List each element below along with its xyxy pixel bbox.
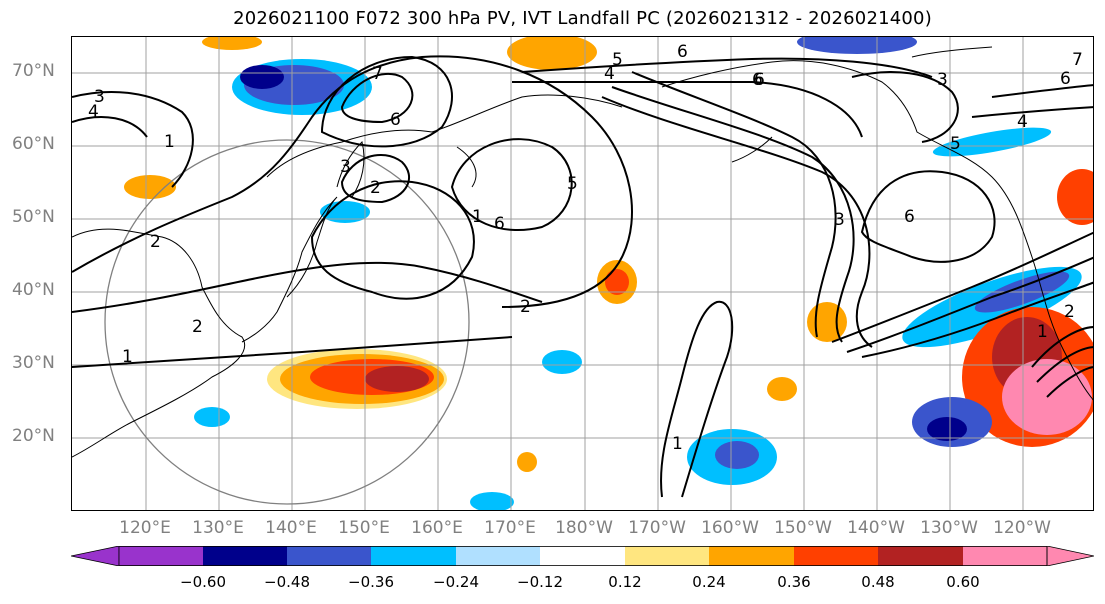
shade-neg-south-center-core bbox=[715, 441, 759, 469]
shade-pos-top-orange1 bbox=[202, 37, 262, 50]
contour-label: 6 bbox=[677, 42, 688, 62]
shade-neg-kamchatka-core bbox=[240, 65, 284, 89]
lon-label-150w: 150°W bbox=[774, 518, 832, 538]
shade-pos-small-5 bbox=[517, 452, 537, 472]
contour-label: 6 bbox=[752, 70, 763, 90]
lon-label-130w: 130°W bbox=[920, 518, 978, 538]
contour-label: 5 bbox=[612, 50, 623, 70]
contour-label: 2 bbox=[520, 297, 531, 317]
shade-pos-small-4 bbox=[767, 377, 797, 401]
colorbar-bin-3 bbox=[287, 546, 371, 566]
colorbar-bin-7 bbox=[625, 546, 709, 566]
contour-label: 2 bbox=[150, 232, 161, 252]
lon-label-120e: 120°E bbox=[119, 518, 171, 538]
lon-label-140w: 140°W bbox=[847, 518, 905, 538]
shade-neg-top-right bbox=[797, 37, 917, 54]
colorbar-tick-label: 0.48 bbox=[861, 573, 895, 591]
colorbar-arrow-left bbox=[71, 546, 120, 566]
shade-pos-top-orange2 bbox=[507, 37, 597, 70]
shade-pos-band-dark bbox=[365, 366, 429, 392]
pv-contours bbox=[72, 55, 1093, 498]
lon-label-130e: 130°E bbox=[192, 518, 244, 538]
contour-label: 6 bbox=[1060, 69, 1071, 89]
contour-label: 3 bbox=[94, 87, 105, 107]
lat-label-60n: 60°N bbox=[12, 134, 55, 154]
contour-label: 3 bbox=[937, 70, 948, 90]
map-panel: 5 6 4 6 3 4 7 6 1 3 2 5 1 6 2 2 2 1 6 3 … bbox=[71, 36, 1094, 511]
lon-label-170w: 170°W bbox=[628, 518, 686, 538]
colorbar-bin-10 bbox=[878, 546, 963, 566]
shade-pos-central-core bbox=[605, 269, 629, 295]
contour-label: 6 bbox=[494, 214, 505, 234]
colorbar-frame bbox=[118, 546, 1048, 566]
lon-label-160w: 160°W bbox=[701, 518, 759, 538]
pv-shading bbox=[124, 37, 1093, 510]
colorbar-tick-label: 0.24 bbox=[692, 573, 726, 591]
contour-label: 5 bbox=[950, 134, 961, 154]
shade-pos-far-east bbox=[1057, 169, 1093, 225]
colorbar-tick-label: −0.60 bbox=[180, 573, 226, 591]
contour-label: 4 bbox=[1017, 112, 1028, 132]
contour-label: 6 bbox=[390, 110, 401, 130]
shade-neg-small-2 bbox=[542, 350, 582, 374]
contour-label: 2 bbox=[192, 317, 203, 337]
shade-neg-sw-core bbox=[927, 417, 967, 441]
shade-neg-gulf-alaska bbox=[932, 127, 1052, 157]
landfall-circle bbox=[104, 139, 470, 505]
contour-label: 3 bbox=[340, 157, 351, 177]
lon-label-120w: 120°W bbox=[993, 518, 1051, 538]
shade-neg-small-1 bbox=[194, 407, 230, 427]
contour-label: 6 bbox=[754, 70, 765, 90]
colorbar-tick-label: −0.12 bbox=[517, 573, 563, 591]
contour-label: 5 bbox=[567, 174, 578, 194]
contour-label-group: 5 6 4 6 3 4 7 6 1 3 2 5 1 6 2 2 2 1 6 3 … bbox=[88, 42, 1083, 454]
contour-label: 1 bbox=[1037, 322, 1048, 342]
colorbar-tick-label: 0.36 bbox=[777, 573, 811, 591]
colorbar-bin-11 bbox=[963, 546, 1047, 566]
colorbar-tick-label: −0.36 bbox=[348, 573, 394, 591]
contour-label: 3 bbox=[834, 210, 845, 230]
contour-label: 1 bbox=[672, 434, 683, 454]
plot-title: 2026021100 F072 300 hPa PV, IVT Landfall… bbox=[233, 8, 932, 29]
contour-label: 1 bbox=[164, 132, 175, 152]
contour-label: 4 bbox=[604, 64, 615, 84]
colorbar-tick-label: 0.12 bbox=[608, 573, 642, 591]
shade-pos-mid-east bbox=[807, 302, 847, 342]
lon-label-140e: 140°E bbox=[265, 518, 317, 538]
lat-label-30n: 30°N bbox=[12, 353, 55, 373]
colorbar-arrow-right bbox=[1046, 546, 1094, 566]
contour-label: 1 bbox=[472, 207, 483, 227]
colorbar-tick-label: −0.48 bbox=[264, 573, 310, 591]
colorbar-bin-1 bbox=[119, 546, 203, 566]
contour-label: 4 bbox=[88, 102, 99, 122]
colorbar-bin-5 bbox=[456, 546, 540, 566]
shade-pos-left bbox=[124, 175, 176, 199]
map-svg: 5 6 4 6 3 4 7 6 1 3 2 5 1 6 2 2 2 1 6 3 … bbox=[72, 37, 1093, 510]
shade-neg-small-3 bbox=[470, 492, 514, 510]
colorbar-bin-8 bbox=[709, 546, 794, 566]
lon-label-170e: 170°E bbox=[484, 518, 536, 538]
shade-neg-sea-japan bbox=[320, 201, 370, 223]
lon-label-150e: 150°E bbox=[338, 518, 390, 538]
colorbar-bin-6 bbox=[540, 546, 625, 566]
colorbar-tick-label: −0.24 bbox=[433, 573, 479, 591]
lon-label-160e: 160°E bbox=[411, 518, 463, 538]
lon-label-180w: 180°W bbox=[555, 518, 613, 538]
colorbar-bin-2 bbox=[203, 546, 287, 566]
contour-label: 7 bbox=[1072, 50, 1083, 70]
lat-label-50n: 50°N bbox=[12, 207, 55, 227]
colorbar-tick-label: 0.60 bbox=[946, 573, 980, 591]
contour-label: 2 bbox=[370, 178, 381, 198]
lat-label-20n: 20°N bbox=[12, 426, 55, 446]
contour-label: 2 bbox=[1064, 302, 1075, 322]
contour-label: 1 bbox=[122, 347, 133, 367]
coastlines bbox=[72, 46, 1093, 458]
contour-label: 6 bbox=[904, 207, 915, 227]
colorbar-bin-4 bbox=[371, 546, 456, 566]
colorbar-bin-9 bbox=[794, 546, 878, 566]
lat-label-40n: 40°N bbox=[12, 280, 55, 300]
contour-label: 7 bbox=[372, 64, 383, 84]
colorbar bbox=[71, 546, 1094, 566]
lat-label-70n: 70°N bbox=[12, 61, 55, 81]
